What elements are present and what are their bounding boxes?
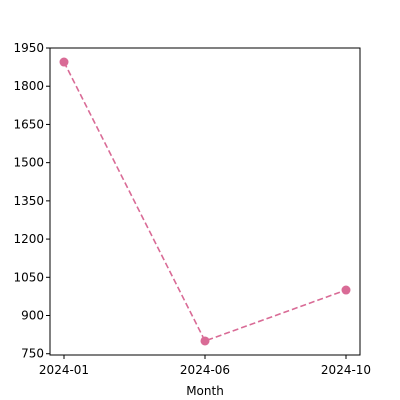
data-point [200, 336, 210, 346]
y-tick-label: 1050 [13, 270, 44, 284]
x-axis-label: Month [186, 384, 224, 398]
y-tick-label: 750 [21, 347, 44, 361]
series-line [63, 61, 347, 342]
y-tick-label: 1950 [13, 41, 44, 55]
x-tick-label: 2024-01 [39, 363, 89, 377]
data-point [59, 57, 69, 67]
y-tick-label: 1800 [13, 79, 44, 93]
x-tick-label: 2024-10 [321, 363, 371, 377]
y-tick-label: 1350 [13, 194, 44, 208]
data-point [341, 285, 351, 295]
y-axis: 750 900 1050 1200 1350 1500 1650 1800 1950 [13, 41, 50, 361]
y-tick-label: 900 [21, 309, 44, 323]
y-tick-label: 1500 [13, 156, 44, 170]
y-tick-label: 1650 [13, 117, 44, 131]
x-axis: 2024-01 2024-06 2024-10 [39, 355, 371, 377]
series-layer [59, 57, 351, 346]
y-tick-label: 1200 [13, 232, 44, 246]
x-tick-label: 2024-06 [180, 363, 230, 377]
plot-frame [49, 47, 361, 356]
